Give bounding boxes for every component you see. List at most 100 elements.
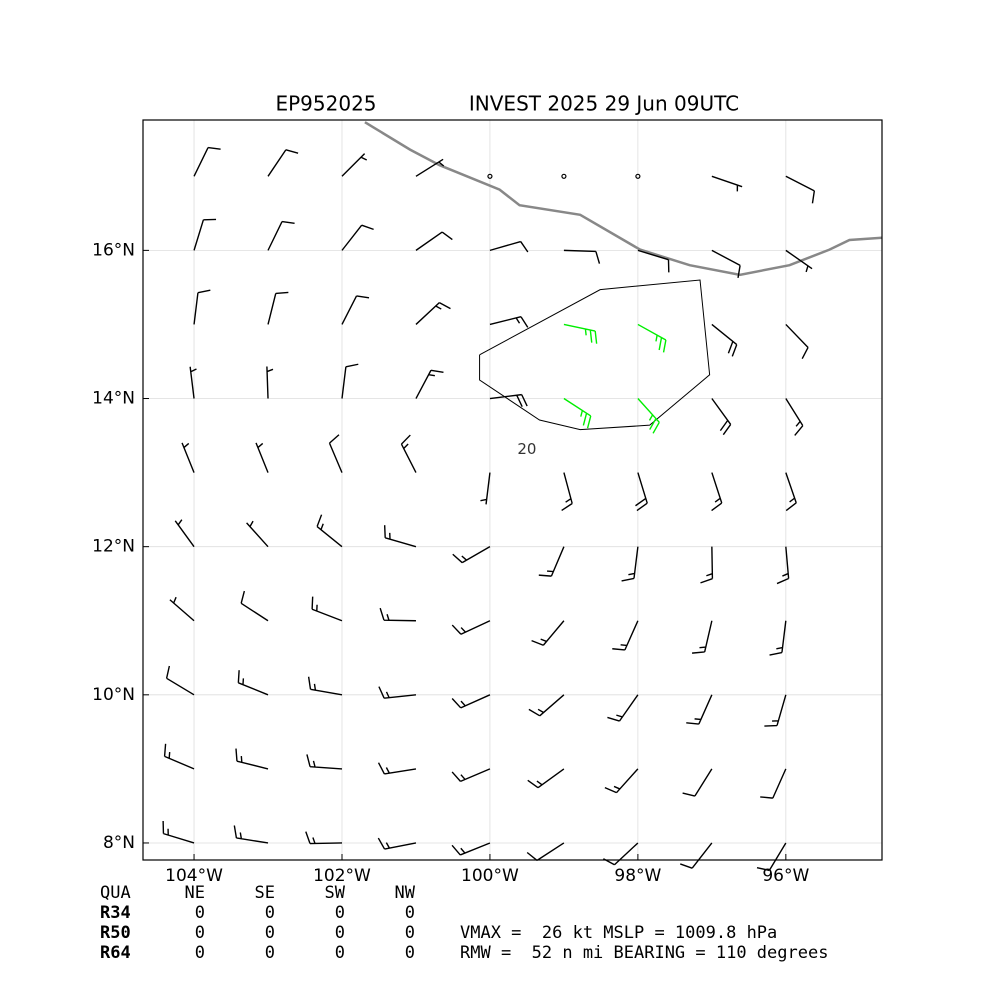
wind-barb xyxy=(267,149,299,177)
table-cell: 0 xyxy=(195,923,205,943)
wind-barb xyxy=(563,323,598,344)
wind-barb xyxy=(451,620,491,635)
table-cell: 0 xyxy=(265,903,275,923)
y-tick-label: 12°N xyxy=(92,537,135,557)
wind-barb xyxy=(341,224,374,251)
wind-barb xyxy=(711,323,738,357)
wind-barb xyxy=(785,323,809,360)
wind-barb xyxy=(378,686,417,699)
wind-barb xyxy=(700,546,714,584)
wind-barb xyxy=(383,525,417,548)
wind-barb xyxy=(311,596,343,622)
wind-barb xyxy=(563,397,592,429)
wind-barb xyxy=(400,434,417,473)
map-frame xyxy=(142,119,883,861)
wind-barb xyxy=(415,231,453,251)
table-header: NW xyxy=(395,883,416,903)
wind-barb xyxy=(341,153,368,177)
wind-barb xyxy=(635,472,648,512)
wind-barb xyxy=(377,837,417,850)
wind-barb xyxy=(193,146,221,177)
wind-barb xyxy=(163,743,195,770)
table-header: SW xyxy=(325,883,346,903)
wind-barb xyxy=(764,694,787,727)
wind-barb xyxy=(255,442,269,473)
wind-barb xyxy=(305,831,343,845)
wind-barb xyxy=(451,694,491,709)
x-tick-label: 100°W xyxy=(461,866,519,886)
wind-barb xyxy=(785,472,797,512)
wind-barb xyxy=(776,546,790,585)
wind-barb xyxy=(785,175,816,204)
storm-info: VMAX = 26 kt MSLP = 1009.8 hPa xyxy=(460,923,777,943)
wind-barb xyxy=(756,842,787,872)
wind-barb xyxy=(682,768,713,797)
wind-barb xyxy=(266,366,274,399)
table-cell: 0 xyxy=(335,943,345,963)
wind-barb xyxy=(760,768,787,799)
wind-barb xyxy=(415,302,451,325)
wind-barb xyxy=(561,472,573,512)
calm-marker xyxy=(635,173,641,179)
row-label: R64 xyxy=(100,943,131,963)
calm-marker xyxy=(561,173,567,179)
table-cell: 0 xyxy=(195,903,205,923)
y-tick-label: 16°N xyxy=(92,240,135,260)
wind-barb xyxy=(306,754,343,770)
y-tick-label: 10°N xyxy=(92,685,135,705)
wind-barb xyxy=(528,694,565,717)
table-header: QUA xyxy=(100,883,131,903)
wind-barb xyxy=(637,398,660,434)
wind-barb xyxy=(711,249,741,278)
wind-barb xyxy=(451,768,491,783)
wind-barb xyxy=(769,620,787,656)
wind-barb xyxy=(193,218,217,251)
wind-barb xyxy=(267,291,289,325)
wind-barb xyxy=(181,442,195,473)
wind-barb xyxy=(686,694,713,725)
wind-barb xyxy=(240,590,269,622)
wind-barb xyxy=(307,676,343,696)
x-tick-label: 104°W xyxy=(165,866,223,886)
wind-barb xyxy=(233,825,269,844)
wind-barb xyxy=(415,369,444,399)
wind-barb xyxy=(377,762,417,775)
table-cell: 0 xyxy=(405,903,415,923)
wind-barb xyxy=(165,665,195,696)
wind-barb xyxy=(451,842,491,856)
wind-barb xyxy=(193,289,211,325)
wind-barb xyxy=(563,249,601,264)
wind-barb xyxy=(531,620,565,646)
wind-barb xyxy=(527,768,565,789)
wind-barb xyxy=(637,249,670,273)
table-cell: 0 xyxy=(405,923,415,943)
wind-barb xyxy=(637,323,667,353)
wind-barb xyxy=(604,768,639,794)
y-tick-label: 8°N xyxy=(103,833,135,853)
table-cell: 0 xyxy=(265,943,275,963)
wind-barb xyxy=(379,607,416,622)
wind-barb xyxy=(489,240,529,253)
wind-barb xyxy=(162,820,195,844)
table-header: NE xyxy=(185,883,205,903)
wind-barb xyxy=(785,398,804,436)
wind-barb xyxy=(680,842,713,869)
wind-barb xyxy=(489,316,529,328)
table-header: SE xyxy=(255,883,275,903)
y-tick-label: 14°N xyxy=(92,389,135,409)
table-cell: 0 xyxy=(335,903,345,923)
wind-barb xyxy=(246,520,269,548)
x-tick-label: 102°W xyxy=(313,866,371,886)
table-cell: 0 xyxy=(265,923,275,943)
plot-area: 104°W 102°W 100°W 98°W 96°W 8°N 10°N 12°N 14°N 16… xyxy=(92,120,883,886)
table-cell: 0 xyxy=(195,943,205,963)
wind-barb xyxy=(174,519,195,548)
wind-barb xyxy=(711,175,743,192)
wind-barb xyxy=(621,546,639,582)
wind-barb xyxy=(538,546,565,577)
storm-info: RMW = 52 n mi BEARING = 110 degrees xyxy=(460,943,828,963)
wind-barb xyxy=(328,434,343,473)
wind-barb xyxy=(785,249,813,273)
